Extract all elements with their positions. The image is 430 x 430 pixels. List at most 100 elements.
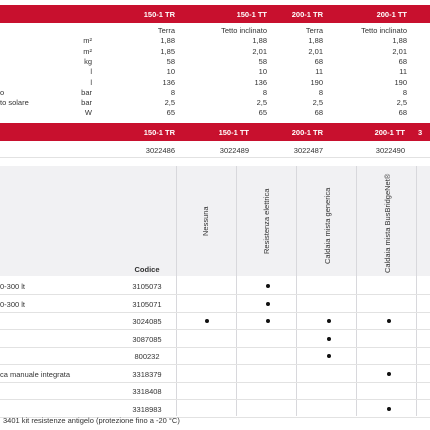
code-header-extra: 3 xyxy=(418,128,423,137)
column-header-nessuna: Nessuna xyxy=(201,206,210,236)
accessory-row-divider xyxy=(0,399,430,400)
spec-cell: 2,01 xyxy=(392,46,407,56)
accessory-row-divider xyxy=(0,329,430,330)
accessory-row-divider xyxy=(0,364,430,365)
spec-cell: 136 xyxy=(254,77,267,87)
accessory-row-divider xyxy=(0,416,430,418)
accessory-row-label: 0-300 lt xyxy=(0,282,26,291)
compatibility-dot xyxy=(205,319,209,323)
spec-cell: Tetto inclinato xyxy=(361,26,407,35)
spec-cell: 1,88 xyxy=(160,36,175,46)
accessory-code: 3318983 xyxy=(132,404,162,414)
spec-cell: 68 xyxy=(398,108,407,118)
column-header-resistenza-elettrica: Resistenza elettrica xyxy=(262,188,271,254)
spec-row-label: o xyxy=(0,87,5,97)
column-header-caldaia-mista-generica: Caldaia mista generica xyxy=(323,187,332,264)
accessory-code: 3318408 xyxy=(132,387,162,396)
spec-cell: 190 xyxy=(394,77,407,87)
code-header-200-1-tt: 200-1 TT xyxy=(374,128,405,137)
compatibility-dot xyxy=(266,319,270,323)
spec-header-150-1-tt: 150-1 TT xyxy=(236,10,267,19)
accessory-row-divider xyxy=(0,294,430,295)
column-divider-4 xyxy=(416,166,417,416)
spec-cell: 8 xyxy=(402,87,407,97)
accessories-header-panel xyxy=(0,166,430,276)
spec-cell: 2,5 xyxy=(164,98,175,108)
accessory-row-divider xyxy=(0,381,430,383)
spec-cell: 58 xyxy=(166,56,175,66)
spec-row-unit: W xyxy=(84,108,92,118)
spec-cell: 1,88 xyxy=(308,36,323,46)
compatibility-dot xyxy=(387,406,391,411)
code-header-150-1-tr: 150-1 TR xyxy=(143,128,175,137)
code-header-150-1-tt: 150-1 TT xyxy=(218,128,249,137)
spec-cell: 10 xyxy=(258,67,267,77)
compatibility-dot xyxy=(387,371,391,376)
spec-cell: 68 xyxy=(398,56,407,66)
spec-header-200-1-tr: 200-1 TR xyxy=(291,10,323,19)
spec-row-unit: m² xyxy=(83,46,92,56)
spec-cell: 2,5 xyxy=(312,98,323,108)
compatibility-dot xyxy=(266,301,270,306)
spec-cell: 2,5 xyxy=(256,98,267,108)
accessory-row-divider xyxy=(0,346,430,348)
code-header-200-1-tr: 200-1 TR xyxy=(291,128,323,137)
spec-cell: 190 xyxy=(310,77,323,87)
spec-cell: 68 xyxy=(314,108,323,118)
spec-header-band xyxy=(0,5,430,23)
spec-cell: 8 xyxy=(170,87,175,97)
spec-cell: 1,88 xyxy=(252,36,267,46)
column-divider-2 xyxy=(296,166,297,416)
accessory-code: 3318379 xyxy=(132,369,162,379)
column-divider-3 xyxy=(356,166,357,416)
accessory-code: 3024085 xyxy=(132,317,162,326)
spec-cell: 58 xyxy=(258,56,267,66)
spec-header-200-1-tt: 200-1 TT xyxy=(376,10,407,19)
accessory-code: 800232 xyxy=(134,352,160,361)
spec-row-unit: bar xyxy=(81,87,92,97)
accessory-row-label: 0-300 lt xyxy=(0,299,26,309)
code-value-200-1-tt: 3022490 xyxy=(375,146,405,155)
spec-cell: 8 xyxy=(318,87,323,97)
spec-cell: Terra xyxy=(157,26,175,35)
accessory-row-label: ca manuale integrata xyxy=(0,369,71,379)
footnote: 3401 kit resistenze antigelo (protezione… xyxy=(3,416,180,425)
accessory-row-divider xyxy=(0,311,430,313)
spec-cell: 11 xyxy=(315,67,323,77)
spec-cell: 1,85 xyxy=(160,46,175,56)
code-value-200-1-tr: 3022487 xyxy=(293,146,323,155)
spec-cell: 65 xyxy=(166,108,175,118)
spec-row-unit: bar xyxy=(81,98,92,108)
code-row-divider xyxy=(0,157,430,158)
spec-cell: 2,01 xyxy=(308,46,323,56)
compatibility-dot xyxy=(387,319,391,323)
spec-cell: Tetto inclinato xyxy=(221,26,267,35)
accessory-code: 3105071 xyxy=(132,299,162,309)
spec-cell: 2,5 xyxy=(396,98,407,108)
spec-cell: 11 xyxy=(399,67,407,77)
compatibility-dot xyxy=(327,319,331,323)
code-value-150-1-tt: 3022489 xyxy=(219,146,249,155)
accessory-code: 3087085 xyxy=(132,334,162,344)
compatibility-dot xyxy=(266,284,270,288)
column-divider-1 xyxy=(236,166,237,416)
compatibility-dot xyxy=(327,336,331,341)
spec-cell: 68 xyxy=(314,56,323,66)
spec-row-unit: l xyxy=(90,77,92,87)
spec-cell: 8 xyxy=(262,87,267,97)
column-header-caldaia-mista-busbridgenet: Caldaia mista BusBridgeNet® xyxy=(383,173,392,273)
code-column-header: Codice xyxy=(134,265,160,274)
spec-header-150-1-tr: 150-1 TR xyxy=(143,10,175,19)
spec-cell: 65 xyxy=(258,108,267,118)
spec-cell: 1,88 xyxy=(392,36,407,46)
spec-row-unit: l xyxy=(90,67,92,77)
spec-row-unit: m² xyxy=(83,36,92,46)
spec-row-unit: kg xyxy=(84,56,92,66)
spec-row-label: to solare xyxy=(0,98,29,108)
compatibility-dot xyxy=(327,354,331,358)
spec-cell: 10 xyxy=(166,67,175,77)
spec-cell: 136 xyxy=(162,77,175,87)
spec-cell: 2,01 xyxy=(252,46,267,56)
code-header-band xyxy=(0,123,430,141)
accessory-code: 3105073 xyxy=(132,282,162,291)
